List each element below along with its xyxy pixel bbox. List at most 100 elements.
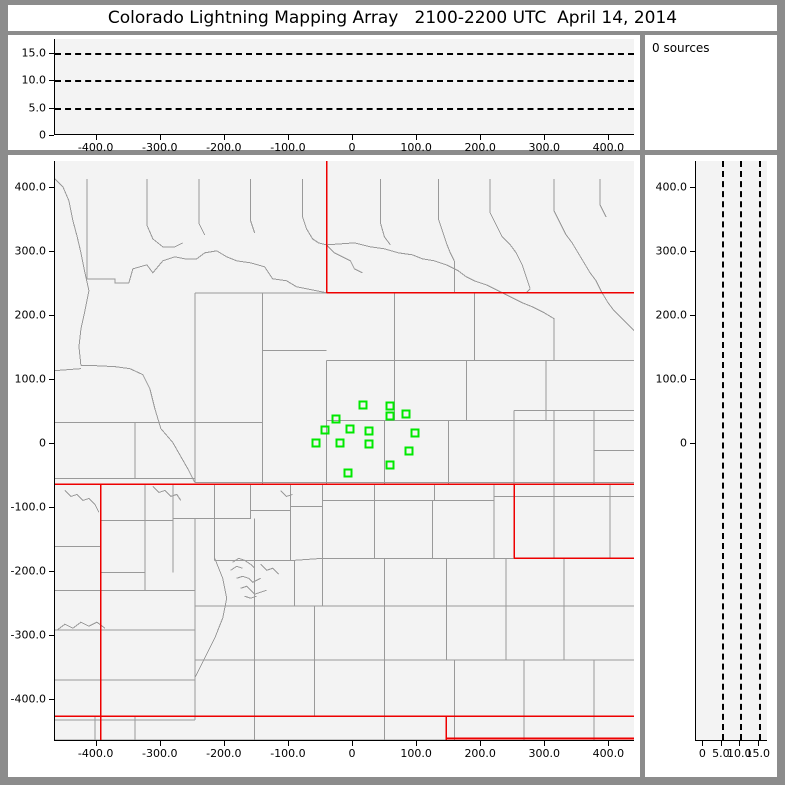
- axis-label-y-northing: 200.0: [14, 308, 47, 322]
- tick-x-easting: [416, 741, 418, 746]
- axis-label-y-northing: -300.0: [10, 628, 46, 642]
- axis-label-x-easting: -100.0: [270, 747, 306, 760]
- axis-label-y-northing: 400.0: [14, 180, 47, 194]
- gridline-vertical: [758, 161, 761, 740]
- axis-label-y-northing: 300.0: [14, 244, 47, 258]
- axis-label-x-distance: -400.0: [77, 141, 114, 154]
- axis-label-y-altitude: 15.0: [21, 46, 47, 60]
- tick-y-northing-side: [690, 442, 695, 444]
- altitude-latitude-plot-area[interactable]: [695, 161, 767, 741]
- lma-station-marker[interactable]: [331, 414, 341, 424]
- lma-station-marker[interactable]: [404, 446, 414, 456]
- gridline-vertical: [721, 161, 724, 740]
- axis-label-x-altitude-side: 10.0: [727, 747, 752, 760]
- tick-x-altitude-side: [739, 741, 741, 746]
- tick-y-northing: [49, 699, 54, 701]
- axis-label-x-distance: 0: [348, 141, 356, 154]
- tick-y-northing: [49, 314, 54, 316]
- lma-station-marker[interactable]: [311, 438, 321, 448]
- tick-y-northing-side: [690, 378, 695, 380]
- tick-x-distance: [608, 135, 610, 140]
- lma-station-marker[interactable]: [358, 400, 368, 410]
- gridline-horizontal: [55, 107, 634, 110]
- tick-x-altitude-side: [720, 741, 722, 746]
- axis-label-x-easting: -300.0: [142, 747, 178, 760]
- axis-label-x-altitude-side: 15.0: [745, 747, 771, 760]
- axis-label-x-distance: -200.0: [206, 141, 242, 154]
- tick-y-northing: [49, 378, 54, 380]
- lma-station-marker[interactable]: [364, 439, 374, 449]
- altitude-latitude-panel: 0 100.0 200.0 300.0 400.0 0 5.0 10.0 15.0: [645, 155, 777, 777]
- source-count-panel: 0 sources: [645, 35, 777, 150]
- tick-x-altitude-side: [702, 741, 704, 746]
- tick-y-northing-side: [690, 250, 695, 252]
- tick-x-distance: [223, 135, 225, 140]
- source-count-label: 0 sources: [652, 41, 710, 55]
- gridline-vertical: [740, 161, 743, 740]
- tick-x-distance: [287, 135, 289, 140]
- tick-y-northing: [49, 250, 54, 252]
- axis-label-y-northing-side: 200.0: [655, 308, 688, 322]
- title-bar: Colorado Lightning Mapping Array 2100-22…: [8, 5, 777, 31]
- tick-y-northing: [49, 635, 54, 637]
- axis-label-x-distance: 100.0: [400, 141, 432, 154]
- tick-y-northing-side: [690, 186, 695, 188]
- axis-label-x-distance: 300.0: [528, 141, 561, 154]
- tick-x-easting: [352, 741, 353, 746]
- tick-x-easting: [287, 741, 289, 746]
- tick-y-altitude: [49, 80, 54, 82]
- tick-x-distance: [480, 135, 482, 140]
- altitude-time-panel: 0 5.0 10.0 15.0 -400.0 -300.0 -200.0 -100.0 0 100…: [8, 35, 640, 154]
- lma-station-marker[interactable]: [335, 438, 345, 448]
- lma-station-marker[interactable]: [345, 424, 355, 434]
- gridline-horizontal: [55, 80, 634, 83]
- tick-x-easting: [480, 741, 482, 746]
- tick-x-distance: [95, 135, 97, 140]
- tick-x-distance: [544, 135, 546, 140]
- tick-y-altitude: [49, 107, 54, 109]
- axis-label-x-easting: 400.0: [592, 747, 625, 760]
- axis-label-y-northing-side: 400.0: [655, 180, 688, 194]
- axis-label-y-northing-side: 0: [680, 436, 687, 450]
- lma-station-marker[interactable]: [320, 425, 330, 435]
- axis-label-x-easting: 200.0: [464, 747, 496, 760]
- lma-station-marker[interactable]: [385, 411, 395, 421]
- map-plot-area[interactable]: [54, 161, 634, 741]
- map-panel: -400.0 -300.0 -200.0 -100.0 0 100.0 200.0 300.0…: [8, 155, 640, 777]
- tick-y-northing: [49, 507, 54, 509]
- axis-label-y-northing-side: 100.0: [655, 372, 688, 386]
- axis-label-y-northing-side: 300.0: [655, 244, 688, 258]
- axis-label-y-altitude: 10.0: [21, 73, 47, 87]
- tick-y-northing: [49, 186, 54, 188]
- axis-label-x-distance: -300.0: [142, 141, 178, 154]
- axis-label-y-northing: 100.0: [14, 372, 47, 386]
- axis-label-x-distance: 200.0: [464, 141, 496, 154]
- lma-station-marker[interactable]: [385, 401, 395, 411]
- tick-x-easting: [608, 741, 610, 746]
- tick-x-distance: [159, 135, 161, 140]
- page-title: Colorado Lightning Mapping Array 2100-22…: [107, 8, 678, 28]
- tick-x-distance: [416, 135, 418, 140]
- tick-x-easting: [223, 741, 225, 746]
- lma-station-marker[interactable]: [364, 426, 374, 436]
- lma-station-marker[interactable]: [410, 428, 420, 438]
- axis-label-y-northing: 0: [39, 436, 46, 450]
- altitude-time-plot-area[interactable]: [54, 39, 634, 135]
- lma-station-marker[interactable]: [343, 468, 353, 478]
- tick-y-northing-side: [690, 314, 695, 316]
- axis-label-y-northing: -200.0: [10, 564, 46, 578]
- lma-station-marker[interactable]: [401, 409, 411, 419]
- axis-label-x-altitude-side: 0: [698, 747, 706, 760]
- gridline-horizontal: [55, 52, 634, 55]
- axis-label-x-altitude-side: 5.0: [712, 747, 730, 760]
- lma-station-marker[interactable]: [385, 460, 395, 470]
- axis-label-x-distance: -100.0: [270, 141, 306, 154]
- tick-y-altitude: [49, 52, 54, 54]
- tick-x-easting: [159, 741, 161, 746]
- axis-label-x-distance: 400.0: [592, 141, 625, 154]
- tick-x-altitude-side: [757, 741, 759, 746]
- axis-label-x-easting: 100.0: [400, 747, 432, 760]
- axis-label-y-altitude: 5.0: [28, 101, 47, 115]
- tick-x-distance: [352, 135, 353, 140]
